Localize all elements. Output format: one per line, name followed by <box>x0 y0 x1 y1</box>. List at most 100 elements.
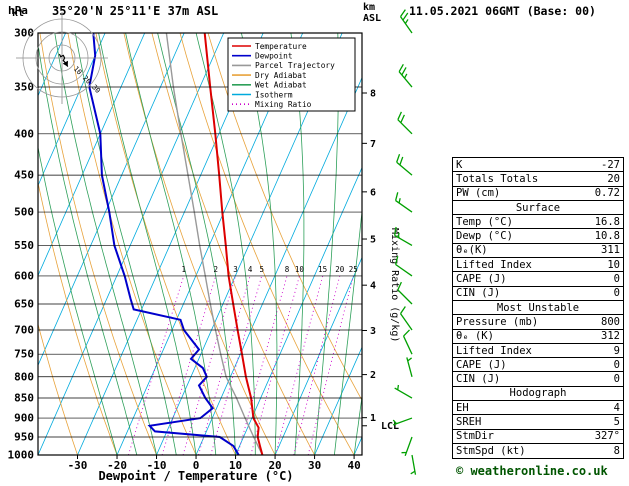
pressure-tick-label: 350 <box>14 81 34 94</box>
km-tick-label: 7 <box>370 139 376 150</box>
km-tick-label: 2 <box>370 370 376 381</box>
row-value: 4 <box>613 401 620 414</box>
pressure-tick-label: 300 <box>14 27 34 40</box>
table-row: CAPE (J) 0 <box>453 272 623 287</box>
isotherm-line <box>38 33 225 455</box>
table-row: CIN (J) 0 <box>453 287 623 301</box>
pressure-tick-label: 800 <box>14 370 34 383</box>
table-row: CAPE (J) 0 <box>453 358 623 373</box>
row-value: 0 <box>613 373 620 386</box>
hodograph-ring-label: 10 <box>72 65 84 77</box>
row-label: SREH <box>456 415 482 428</box>
isotherm-line <box>235 166 362 455</box>
mixing-ratio-line <box>275 275 324 455</box>
hodograph-ring-label: 20 <box>81 74 93 86</box>
row-value: 10.8 <box>594 230 620 243</box>
legend-label: Dry Adiabat <box>255 71 307 80</box>
station-location-title: 35°20'N 25°11'E 37m ASL <box>52 4 219 18</box>
pressure-tick-label: 750 <box>14 348 34 361</box>
row-value: 0 <box>613 287 620 300</box>
mixing-ratio-value-label: 20 <box>335 265 345 274</box>
section-title: Most Unstable <box>496 301 580 314</box>
row-label: Dewp (°C) <box>456 230 513 243</box>
mixing-ratio-line <box>210 275 263 455</box>
legend-label: Parcel Trajectory <box>255 61 335 70</box>
row-value: 8 <box>613 445 620 458</box>
pressure-tick-label: 700 <box>14 323 34 336</box>
hodograph-unit-label: kt <box>12 8 24 19</box>
temperature-tick-label: -10 <box>147 459 167 472</box>
section-title: Surface <box>515 201 561 214</box>
pressure-tick-label: 600 <box>14 269 34 282</box>
km-tick-label: 6 <box>370 187 376 198</box>
row-value: 0.72 <box>594 187 620 200</box>
mixing-ratio-value-label: 25 <box>349 265 358 274</box>
indices-table: K -27 Totals Totals 20 PW (cm) 0.72 Surface Tem… <box>452 157 624 460</box>
mixing-ratio-value-label: 2 <box>213 265 218 274</box>
row-value: 0 <box>613 273 620 286</box>
pressure-tick-label: 450 <box>14 169 34 182</box>
x-axis-title: Dewpoint / Temperature (°C) <box>98 469 293 483</box>
isotherm-line <box>353 436 362 455</box>
row-label: CIN (J) <box>456 373 501 386</box>
temperature-tick-label: 10 <box>229 459 242 472</box>
row-value: -27 <box>601 158 620 171</box>
table-row: CIN (J) 0 <box>453 372 623 387</box>
temperature-tick-label: -30 <box>68 459 88 472</box>
dry-adiabat-line <box>38 322 78 455</box>
wet-adiabat-line <box>353 393 362 455</box>
row-label: θₑ(K) <box>456 244 488 257</box>
row-label: Lifted Index <box>456 344 532 357</box>
row-label: StmDir <box>456 430 494 443</box>
temperature-tick-label: -20 <box>107 459 127 472</box>
pressure-tick-label: 550 <box>14 239 34 252</box>
table-row: Lifted Index 10 <box>453 258 623 273</box>
temperature-tick-label: 30 <box>308 459 321 472</box>
hodograph-ring-label: 30 <box>90 83 102 95</box>
table-row: StmSpd (kt) 8 <box>453 444 623 458</box>
mixing-ratio-value-label: 10 <box>295 265 305 274</box>
mixing-ratio-value-label: 3 <box>233 265 238 274</box>
mixing-ratio-line <box>307 275 354 455</box>
table-row: StmDir 327° <box>453 430 623 444</box>
km-tick-label: 8 <box>370 88 376 99</box>
table-section-header: Surface <box>453 201 623 216</box>
row-label: Temp (°C) <box>456 215 513 228</box>
legend-label: Temperature <box>255 42 307 51</box>
mixing-ratio-value-label: 4 <box>248 265 253 274</box>
km-tick-label: 4 <box>370 281 376 292</box>
temperature-tick-label: 40 <box>347 459 360 472</box>
wind-barb-column <box>392 9 417 475</box>
table-row: EH 4 <box>453 401 623 416</box>
pressure-tick-label: 900 <box>14 412 34 425</box>
pressure-tick-label: 400 <box>14 127 34 140</box>
mixing-ratio-axis-label: Mixing Ratio (g/kg) <box>389 228 400 342</box>
mixing-ratio-line <box>127 275 185 455</box>
mixing-ratio-value-label: 1 <box>181 265 186 274</box>
row-label: θₑ (K) <box>456 330 494 343</box>
km-unit: km <box>363 2 376 13</box>
table-row: SREH 5 <box>453 415 623 430</box>
pressure-axis-unit-label: hPa <box>8 4 28 17</box>
row-value: 312 <box>601 330 620 343</box>
row-value: 327° <box>594 430 620 443</box>
legend-label: Dewpoint <box>255 52 293 61</box>
isotherm-line <box>38 33 106 187</box>
hodograph-arrow <box>62 60 68 67</box>
mixing-ratio-value-label: 5 <box>259 265 264 274</box>
row-value: 311 <box>601 244 620 257</box>
row-value: 20 <box>607 172 620 185</box>
row-label: CIN (J) <box>456 287 501 300</box>
isotherm-line <box>274 256 362 455</box>
table-row: Pressure (mb) 800 <box>453 315 623 330</box>
temperature-tick-label: 20 <box>268 459 281 472</box>
table-row: Dewp (°C) 10.8 <box>453 229 623 244</box>
row-label: EH <box>456 401 469 414</box>
mixing-ratio-line <box>182 275 236 455</box>
row-label: PW (cm) <box>456 187 501 200</box>
pressure-tick-label: 500 <box>14 206 34 219</box>
table-row: θₑ(K) 311 <box>453 244 623 259</box>
km-tick-label: 5 <box>370 235 376 246</box>
row-label: Totals Totals <box>456 172 539 185</box>
